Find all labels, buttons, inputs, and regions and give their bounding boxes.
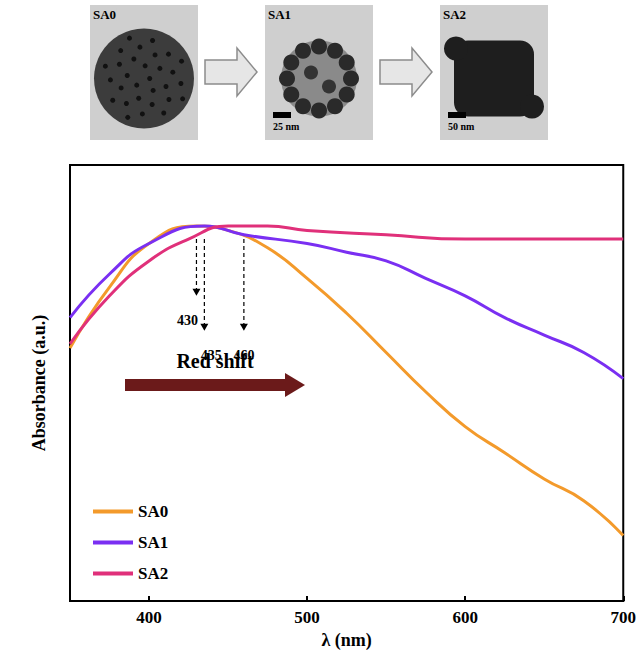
svg-text:25 nm: 25 nm [273, 121, 300, 132]
svg-text:SA1: SA1 [138, 533, 168, 552]
svg-text:600: 600 [452, 608, 478, 627]
svg-text:700: 700 [611, 608, 637, 627]
svg-text:50 nm: 50 nm [448, 121, 475, 132]
svg-text:400: 400 [136, 608, 162, 627]
svg-text:SA0: SA0 [138, 502, 168, 521]
svg-text:Absorbance (a.u.): Absorbance (a.u.) [29, 315, 50, 452]
svg-text:SA2: SA2 [443, 7, 466, 22]
svg-text:500: 500 [294, 608, 320, 627]
svg-text:SA1: SA1 [268, 7, 291, 22]
svg-text:Red shift: Red shift [176, 350, 254, 372]
svg-text:λ (nm): λ (nm) [321, 630, 371, 651]
svg-text:430: 430 [177, 313, 198, 328]
svg-text:SA0: SA0 [93, 7, 116, 22]
svg-text:SA2: SA2 [138, 564, 168, 583]
